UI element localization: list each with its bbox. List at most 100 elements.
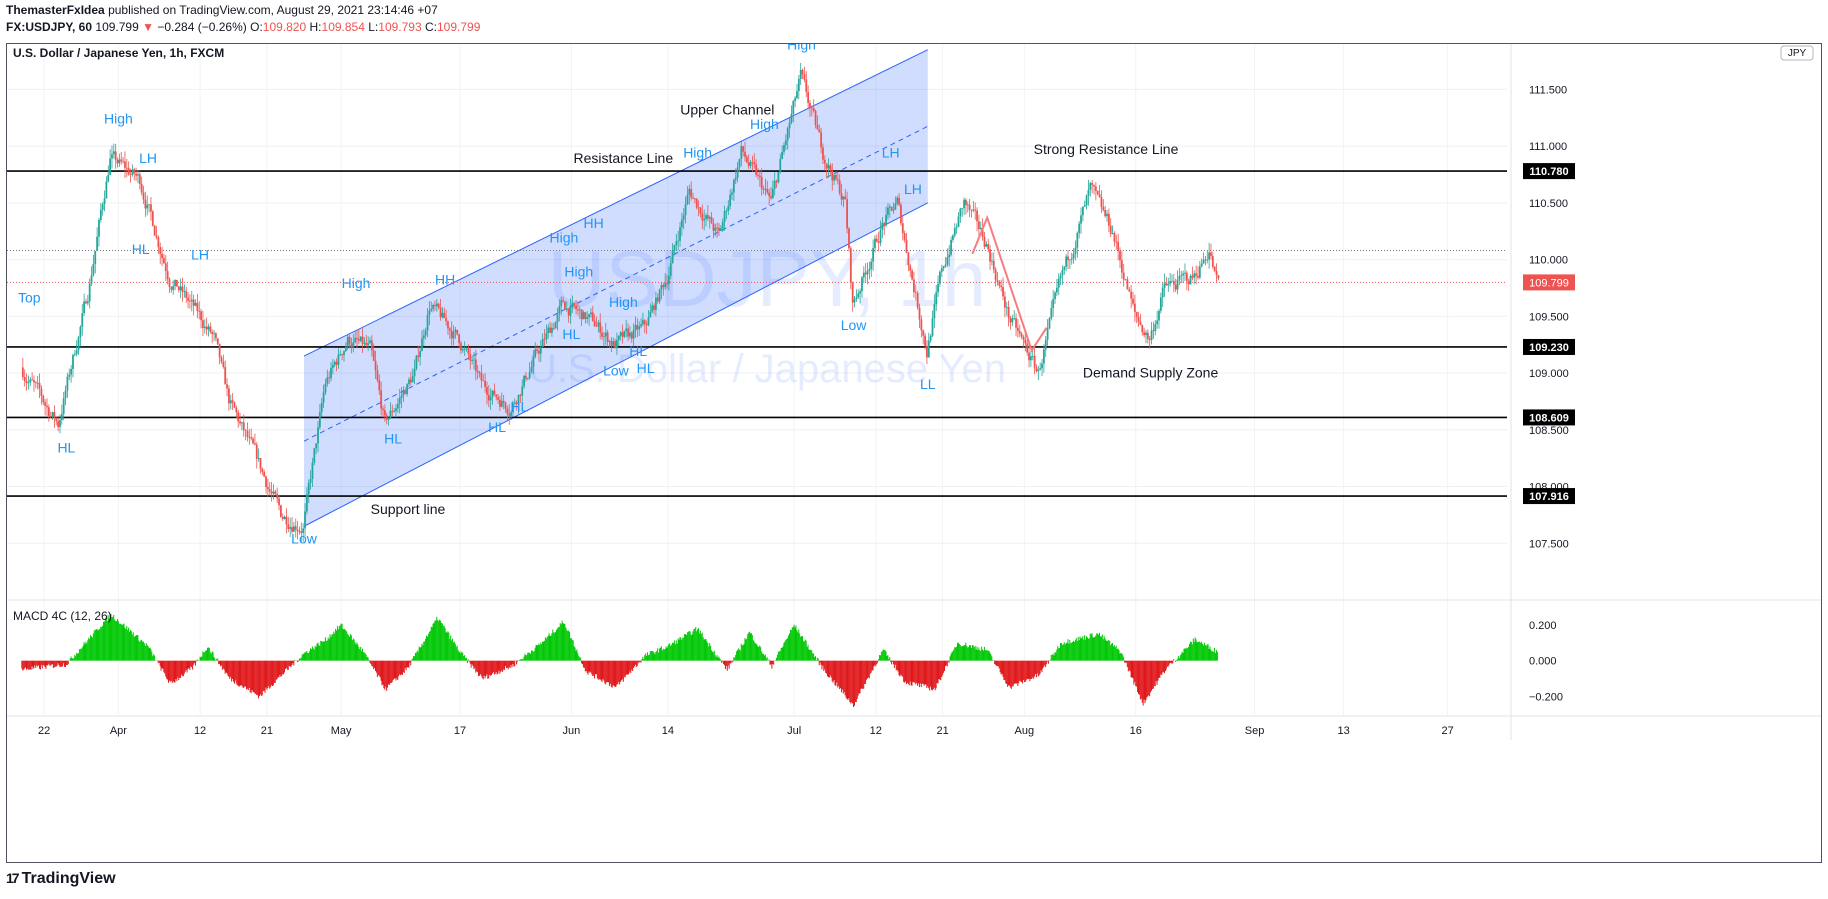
candle <box>950 239 952 255</box>
close-label: C: <box>425 20 437 34</box>
candle <box>404 390 407 394</box>
candle <box>228 388 230 404</box>
candle <box>94 250 97 264</box>
candle <box>137 174 139 176</box>
candle <box>528 372 531 379</box>
candle <box>55 418 58 422</box>
time-tick-label: 14 <box>662 725 674 737</box>
candle <box>259 458 262 469</box>
candle <box>654 297 657 310</box>
channel-fill <box>304 49 928 527</box>
candle <box>547 327 550 334</box>
candle <box>823 159 826 164</box>
candle <box>155 235 158 238</box>
candle <box>339 354 342 356</box>
candle <box>680 219 683 228</box>
annotation-label: Support line <box>371 501 446 517</box>
candle <box>567 308 570 316</box>
level-price-badge <box>1523 338 1575 355</box>
candle <box>1120 260 1123 273</box>
candle <box>426 314 429 331</box>
candle <box>972 209 975 211</box>
candle <box>1189 275 1192 285</box>
candle <box>580 309 583 320</box>
annotation-label: LH <box>191 247 209 263</box>
candle <box>818 129 821 133</box>
annotation-label: High <box>683 144 712 160</box>
candle <box>343 351 345 356</box>
candle <box>560 300 563 307</box>
candle <box>1081 206 1084 216</box>
candle <box>719 228 722 231</box>
candle <box>122 161 124 163</box>
candle <box>146 204 149 209</box>
chart-canvas[interactable]: USDJPY, 1hU.S. Dollar / Japanese Yen Hig… <box>7 37 1821 862</box>
candle <box>1098 194 1101 197</box>
tradingview-footer[interactable]: 17 TradingView <box>6 870 116 888</box>
level-price-badge <box>1523 163 1575 180</box>
candle <box>398 398 401 404</box>
publish-line: ThemasterFxIdea published on TradingView… <box>6 2 480 19</box>
author-name[interactable]: ThemasterFxIdea <box>6 3 105 17</box>
candle <box>1005 306 1008 308</box>
candle <box>1026 343 1029 353</box>
candle <box>946 257 949 265</box>
candle <box>1169 281 1172 284</box>
candle <box>237 412 240 422</box>
candle <box>927 340 930 358</box>
candle <box>495 394 498 398</box>
candle <box>105 181 108 199</box>
candle <box>452 332 455 339</box>
candle <box>1217 275 1220 279</box>
candle <box>1106 213 1108 217</box>
candle <box>21 367 24 378</box>
candle <box>961 208 964 209</box>
candle <box>346 336 349 347</box>
time-tick-label: 16 <box>1130 725 1142 737</box>
candle <box>166 271 169 280</box>
candle <box>109 158 112 175</box>
candle <box>911 270 913 280</box>
symbol-interval: FX:USDJPY, 60 <box>6 20 93 34</box>
candle <box>504 402 507 409</box>
time-tick-label: Jun <box>562 725 580 737</box>
candle <box>606 332 609 342</box>
candle <box>565 308 568 310</box>
candle <box>402 390 405 396</box>
candle <box>916 293 919 308</box>
candle <box>599 322 602 333</box>
candle <box>1135 312 1138 317</box>
candle <box>467 348 470 354</box>
candle <box>1104 209 1107 217</box>
candle <box>112 151 115 155</box>
candle <box>768 192 771 197</box>
candle <box>926 346 928 358</box>
candle <box>738 158 741 168</box>
candle <box>66 376 69 391</box>
candle <box>1143 332 1146 336</box>
candle <box>465 348 468 350</box>
candle <box>996 280 999 282</box>
candle <box>324 383 327 393</box>
candle <box>36 382 39 384</box>
published-info: published on TradingView.com, August 29,… <box>108 3 438 17</box>
candle <box>892 209 895 211</box>
candle <box>812 108 815 111</box>
candle <box>337 354 340 365</box>
candle <box>1145 332 1147 336</box>
candle <box>222 361 225 367</box>
candle <box>181 286 184 292</box>
candle <box>474 359 477 371</box>
candle <box>788 122 791 129</box>
price-tick-label: 108.500 <box>1529 425 1569 437</box>
candle <box>322 392 325 403</box>
annotation-label: High <box>104 110 133 126</box>
candle <box>820 132 823 148</box>
candle <box>391 410 394 412</box>
candle <box>133 169 136 174</box>
candle <box>885 214 887 226</box>
candle <box>31 379 34 381</box>
candle <box>111 154 113 159</box>
candle <box>1195 273 1198 276</box>
candle <box>140 183 143 193</box>
